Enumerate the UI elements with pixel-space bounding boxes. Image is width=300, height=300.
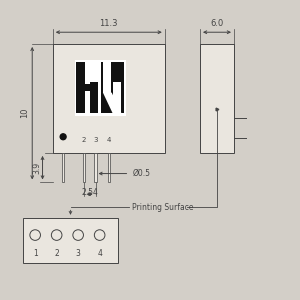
Bar <box>94 153 97 182</box>
Text: 2.54: 2.54 <box>81 188 98 197</box>
Text: 2: 2 <box>54 249 59 258</box>
Text: 3: 3 <box>76 249 81 258</box>
Polygon shape <box>103 93 122 113</box>
Bar <box>108 153 110 182</box>
Text: 11.3: 11.3 <box>100 19 118 28</box>
Text: 10: 10 <box>20 108 29 119</box>
Bar <box>62 153 64 182</box>
Bar <box>200 44 234 153</box>
Bar <box>113 82 122 113</box>
Text: 4: 4 <box>106 137 111 143</box>
Bar <box>23 218 118 263</box>
Text: 4: 4 <box>97 249 102 258</box>
Circle shape <box>60 134 66 140</box>
Text: Printing Surface: Printing Surface <box>132 203 194 212</box>
Text: 3.9: 3.9 <box>32 162 41 174</box>
Text: 2: 2 <box>82 137 86 143</box>
Bar <box>76 84 98 91</box>
Bar <box>75 60 126 116</box>
Bar <box>76 62 85 113</box>
Text: 6.0: 6.0 <box>210 19 224 28</box>
Text: 3: 3 <box>93 137 98 143</box>
Bar <box>82 153 85 182</box>
Bar <box>103 62 111 93</box>
Bar <box>90 82 98 113</box>
Text: 1: 1 <box>33 249 38 258</box>
Bar <box>53 44 165 153</box>
Bar <box>101 62 124 113</box>
Text: Ø0.5: Ø0.5 <box>132 169 150 178</box>
